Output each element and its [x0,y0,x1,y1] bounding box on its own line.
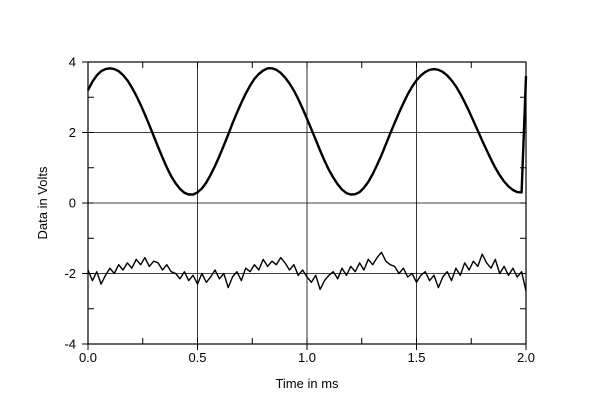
x-tick-label: 1.0 [298,350,316,365]
grid [87,61,527,345]
tick-labels: 0.0 0.5 1.0 1.5 2.0 -4 -2 0 2 4 [64,55,535,366]
x-tick-label: 2.0 [517,350,535,365]
y-tick-label: 0 [69,196,76,211]
x-tick-label: 0.5 [188,350,206,365]
x-tick-label: 0.0 [79,350,97,365]
y-tick-label: -4 [64,337,76,352]
y-axis-label: Data in Volts [35,166,50,239]
y-tick-label: 4 [69,55,76,70]
ticks [82,61,527,350]
x-axis-label: Time in ms [275,376,339,391]
series-line-1 [86,67,528,196]
y-tick-label: -2 [64,266,76,281]
series [86,67,528,292]
series-line-2 [87,251,527,292]
plot-frame [87,61,527,345]
x-tick-label: 1.5 [407,350,425,365]
y-tick-label: 2 [69,125,76,140]
